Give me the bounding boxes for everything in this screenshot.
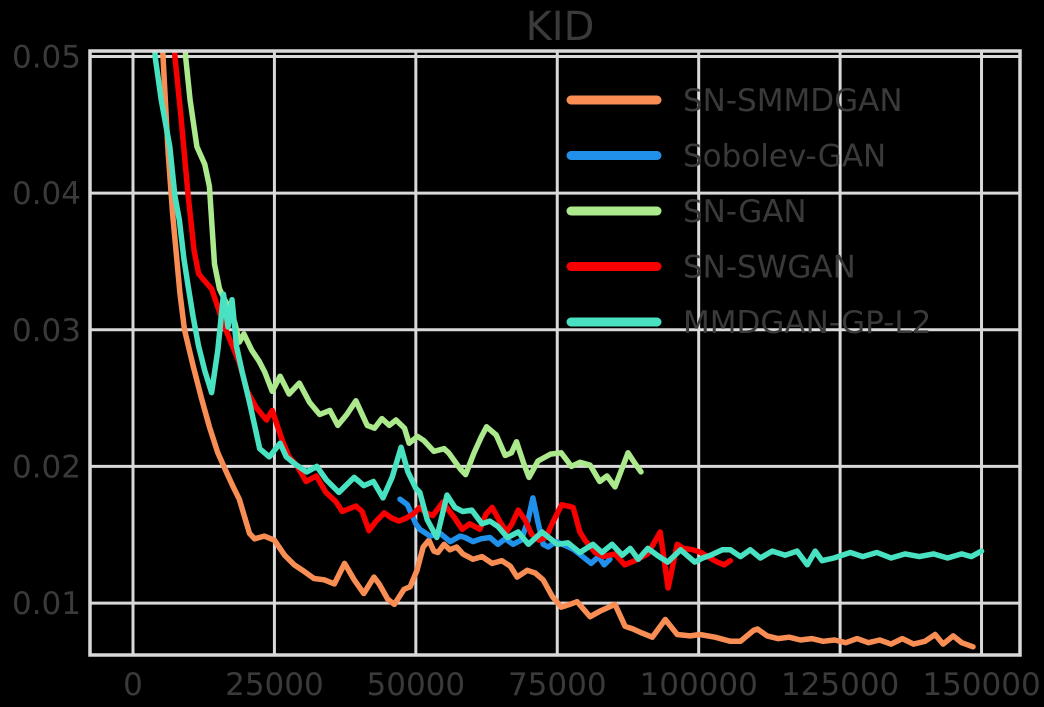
series-line-sn-smmdgan	[160, 51, 976, 650]
y-tick-label: 0.01	[12, 586, 81, 622]
x-tick-label: 150000	[922, 667, 1040, 703]
legend-label: MMDGAN-GP-L2	[683, 305, 931, 341]
legend-label: Sobolev-GAN	[683, 139, 886, 175]
legend-item-mmdgan-gp-l2: MMDGAN-GP-L2	[566, 305, 931, 341]
legend-label: SN-SWGAN	[683, 250, 856, 286]
legend-item-sn-swgan: SN-SWGAN	[566, 250, 856, 286]
x-tick-label: 50000	[367, 667, 466, 703]
legend-item-sobolev-gan: Sobolev-GAN	[566, 139, 886, 175]
y-tick-label: 0.05	[12, 39, 81, 75]
plot-frame	[88, 49, 1022, 657]
x-tick-label: 100000	[640, 667, 758, 703]
grid-layer	[90, 51, 1020, 655]
legend-item-sn-smmdgan: SN-SMMDGAN	[566, 83, 903, 119]
x-tick-label: 25000	[225, 667, 324, 703]
legend: SN-SMMDGAN Sobolev-GAN SN-GAN SN-SWGAN MMDGA…	[566, 83, 931, 341]
series-line-mmdgan-gp-l2	[152, 51, 985, 568]
series-layer	[152, 51, 985, 650]
legend-label: SN-SMMDGAN	[683, 83, 903, 119]
legend-label: SN-GAN	[683, 194, 807, 230]
chart-title: KID	[526, 4, 595, 50]
y-tick-label: 0.02	[12, 449, 81, 485]
x-tick-label: 0	[123, 667, 143, 703]
x-tick-label: 75000	[508, 667, 607, 703]
y-tick-label: 0.04	[12, 176, 81, 212]
y-tick-label: 0.03	[12, 313, 81, 349]
axis-layer: 0 25000 50000 75000 100000 125000 150000 0.01 0.…	[12, 39, 1041, 703]
legend-item-sn-gan: SN-GAN	[566, 194, 807, 230]
x-tick-label: 125000	[781, 667, 899, 703]
